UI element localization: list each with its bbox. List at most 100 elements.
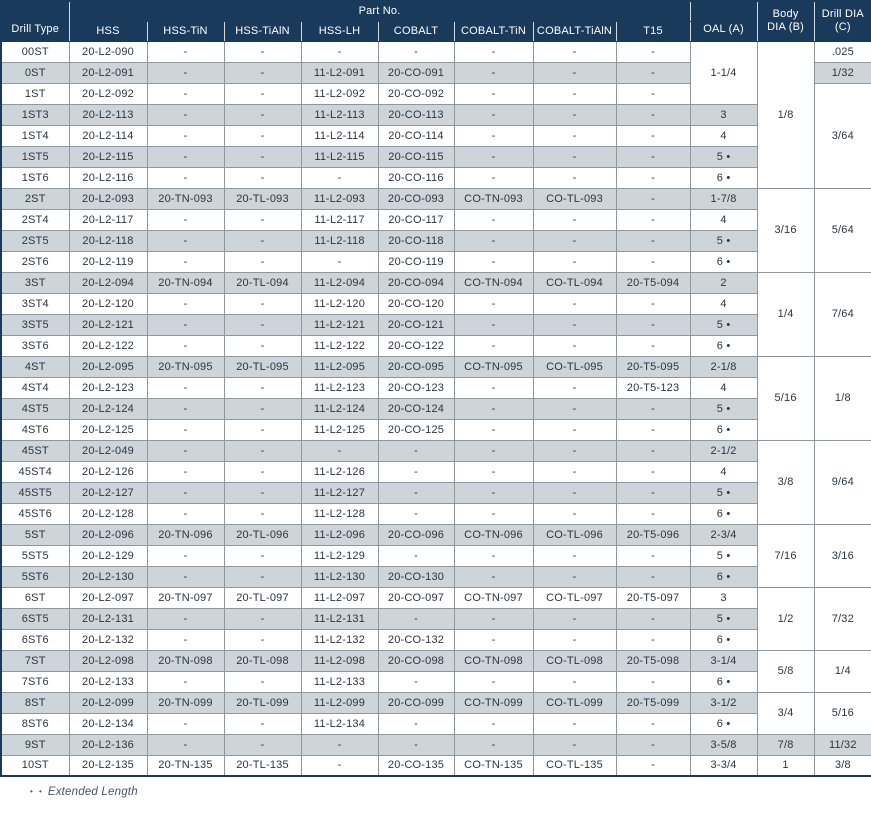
part-no-cell: 11-L2-091: [300, 61, 379, 84]
part-no-cell: 20-L2-116: [68, 166, 148, 189]
oal-cell: 6 •: [689, 628, 758, 651]
table-row: 5ST 20-L2-096 20-TN-096 20-TL-096 11-L2-096 2…: [0, 523, 871, 588]
drill-type-cell: 1ST3: [0, 103, 70, 126]
part-no-cell: -: [453, 502, 534, 525]
part-no-cell: -: [453, 481, 534, 504]
col-header-part-no: Part No.: [68, 0, 691, 22]
part-no-cell: -: [223, 313, 302, 336]
oal-cell: 4: [689, 460, 758, 483]
drill-type-cell: 6ST: [0, 586, 70, 609]
part-no-cell: -: [615, 103, 691, 126]
part-no-cell: 20-CO-099: [377, 691, 455, 714]
part-no-cell: 20-CO-125: [377, 418, 455, 441]
part-no-cell: -: [223, 733, 302, 756]
table-row: 2ST4 20-L2-117- -11-L2-117 20-CO-117- - -4: [0, 208, 871, 231]
table-row: 1ST5 20-L2-115- -11-L2-115 20-CO-115- - -5 •: [0, 145, 871, 168]
table-row: 2ST6 20-L2-119- - -20-CO-119- - -6 •: [0, 250, 871, 273]
part-no-cell: -: [223, 397, 302, 420]
part-no-cell: 11-L2-092: [300, 82, 379, 105]
part-no-cell: -: [223, 544, 302, 567]
part-no-cell: -: [453, 565, 534, 588]
part-no-cell: 20-CO-130: [377, 565, 455, 588]
table-row: 0ST 20-L2-091- -11-L2-091 20-CO-091- - -1/32: [0, 61, 871, 84]
drill-cell: .025: [813, 40, 871, 63]
part-no-cell: -: [223, 418, 302, 441]
oal-cell: 3: [689, 103, 758, 126]
table-row: 7ST 20-L2-098 20-TN-098 20-TL-098 11-L2-098 2…: [0, 649, 871, 693]
part-no-cell: -: [453, 313, 534, 336]
part-no-cell: -: [532, 481, 617, 504]
table-row: 00ST 20-L2-090- - - - - - -1-1/4 1/8.025: [0, 40, 871, 189]
part-no-cell: CO-TL-098: [532, 649, 617, 672]
part-no-cell: -: [223, 481, 302, 504]
drill-type-cell: 5ST: [0, 523, 70, 546]
part-no-cell: -: [615, 124, 691, 147]
part-no-cell: 20-L2-091: [68, 61, 148, 84]
body-cell: 5/8: [756, 649, 815, 693]
oal-cell: 3-1/4: [689, 649, 758, 672]
oal-cell: 6 •: [689, 250, 758, 273]
oal-cell: 1-1/4: [689, 40, 758, 105]
part-no-cell: -: [532, 502, 617, 525]
part-no-cell: 11-L2-122: [300, 334, 379, 357]
oal-cell: 5 •: [689, 544, 758, 567]
drill-type-cell: 0ST: [0, 61, 70, 84]
part-no-cell: 20-L2-095: [68, 355, 148, 378]
part-no-cell: 11-L2-123: [300, 376, 379, 399]
part-no-cell: CO-TL-096: [532, 523, 617, 546]
part-no-cell: -: [146, 334, 225, 357]
part-no-cell: -: [615, 145, 691, 168]
oal-cell: 4: [689, 208, 758, 231]
oal-cell: 2-1/8: [689, 355, 758, 378]
part-no-cell: 20-CO-124: [377, 397, 455, 420]
table-row: 6ST 20-L2-097 20-TN-097 20-TL-097 11-L2-097 2…: [0, 586, 871, 651]
part-no-cell: -: [453, 40, 534, 63]
drill-cell: 5/16: [813, 691, 871, 735]
part-no-cell: -: [453, 208, 534, 231]
part-no-cell: 20-TN-094: [146, 271, 225, 294]
oal-cell: 1-7/8: [689, 187, 758, 210]
part-no-cell: -: [377, 544, 455, 567]
table-row: 5ST6 20-L2-130- -11-L2-130 20-CO-130- - -6 •: [0, 565, 871, 588]
part-no-cell: -: [453, 544, 534, 567]
part-no-cell: -: [453, 712, 534, 735]
table-row: 8ST6 20-L2-134- -11-L2-134- - - -6 •: [0, 712, 871, 735]
part-no-cell: -: [453, 124, 534, 147]
col-header-hss: HSS: [68, 20, 148, 42]
col-header-oal: OAL (A): [689, 0, 758, 42]
part-no-cell: 20-CO-097: [377, 586, 455, 609]
part-no-cell: 20-L2-097: [68, 586, 148, 609]
part-no-cell: 20-T5-123: [615, 376, 691, 399]
drill-type-cell: 3ST6: [0, 334, 70, 357]
part-no-cell: CO-TN-094: [453, 271, 534, 294]
part-no-cell: -: [300, 40, 379, 63]
oal-cell: 5 •: [689, 229, 758, 252]
table-row: 1ST3 20-L2-113- -11-L2-113 20-CO-113- - -3: [0, 103, 871, 126]
oal-cell: 4: [689, 376, 758, 399]
part-no-cell: -: [615, 292, 691, 315]
part-no-cell: -: [146, 565, 225, 588]
oal-cell: 5 •: [689, 397, 758, 420]
part-no-cell: -: [377, 607, 455, 630]
part-no-cell: -: [453, 103, 534, 126]
col-header-cobalt-tialn: COBALT-TiAlN: [532, 20, 617, 42]
oal-cell: 4: [689, 292, 758, 315]
part-no-cell: -: [532, 82, 617, 105]
part-no-cell: 20-L2-090: [68, 40, 148, 63]
part-no-cell: 11-L2-128: [300, 502, 379, 525]
drill-type-cell: 3ST5: [0, 313, 70, 336]
part-no-cell: -: [146, 544, 225, 567]
part-no-cell: 20-L2-119: [68, 250, 148, 273]
col-header-cobalt-tin: COBALT-TiN: [453, 20, 534, 42]
col-header-hss-tialn: HSS-TiAlN: [223, 20, 302, 42]
part-no-cell: -: [453, 166, 534, 189]
part-no-cell: -: [615, 607, 691, 630]
part-no-cell: -: [615, 565, 691, 588]
part-no-cell: -: [223, 376, 302, 399]
part-no-cell: 20-TN-099: [146, 691, 225, 714]
part-no-cell: 11-L2-127: [300, 481, 379, 504]
part-no-cell: 20-L2-128: [68, 502, 148, 525]
part-no-cell: 20-T5-095: [615, 355, 691, 378]
col-header-t15: T15: [615, 20, 691, 42]
part-no-cell: 20-L2-093: [68, 187, 148, 210]
